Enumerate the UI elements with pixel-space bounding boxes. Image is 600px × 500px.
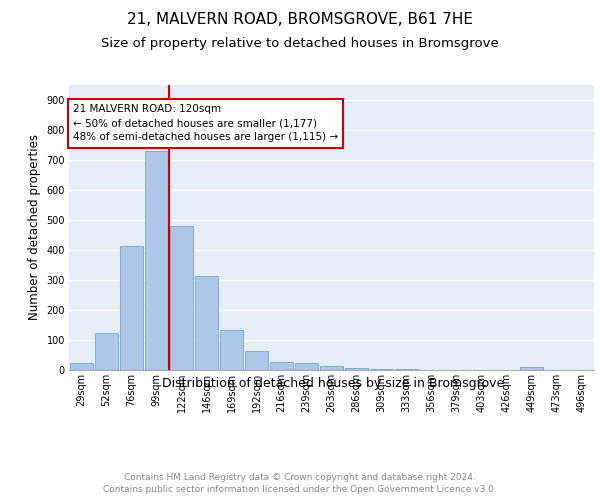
Bar [370,368,394,370]
Bar [145,151,169,370]
Bar [95,334,118,370]
Bar [320,366,343,370]
Text: Distribution of detached houses by size in Bromsgrove: Distribution of detached houses by size … [162,378,504,390]
Bar [520,367,544,370]
Y-axis label: Number of detached properties: Number of detached properties [28,134,41,320]
Text: Contains HM Land Registry data © Crown copyright and database right 2024.
Contai: Contains HM Land Registry data © Crown c… [103,472,497,494]
Text: Size of property relative to detached houses in Bromsgrove: Size of property relative to detached ho… [101,38,499,51]
Text: 21 MALVERN ROAD: 120sqm
← 50% of detached houses are smaller (1,177)
48% of semi: 21 MALVERN ROAD: 120sqm ← 50% of detache… [73,104,338,142]
Bar [220,330,244,370]
Text: 21, MALVERN ROAD, BROMSGROVE, B61 7HE: 21, MALVERN ROAD, BROMSGROVE, B61 7HE [127,12,473,28]
Bar [194,276,218,370]
Bar [170,226,193,370]
Bar [295,364,319,370]
Bar [395,369,418,370]
Bar [119,246,143,370]
Bar [70,364,94,370]
Bar [245,350,268,370]
Bar [269,362,293,370]
Bar [344,368,368,370]
